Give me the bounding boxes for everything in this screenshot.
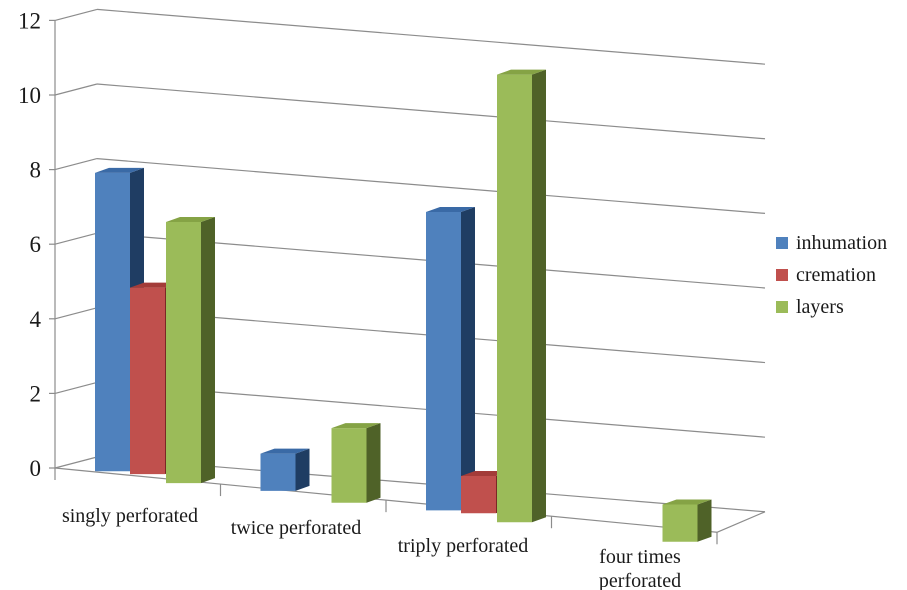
- bar-inhumation-1: [260, 453, 296, 491]
- legend-swatch-inhumation: [776, 237, 788, 249]
- side-gridline: [54, 381, 98, 394]
- y-tick-label: 0: [30, 456, 42, 481]
- bar-top-layers-2: [497, 69, 546, 75]
- bar-top-inhumation-1: [260, 448, 310, 454]
- bar-top-inhumation-2: [426, 207, 475, 212]
- bar-side-layers-0: [201, 217, 215, 484]
- side-gridline: [54, 456, 98, 469]
- bar-layers-0: [166, 222, 201, 484]
- bar-layers-2: [497, 74, 532, 523]
- bar-side-inhumation-1: [295, 448, 310, 491]
- y-tick-label: 12: [18, 8, 41, 33]
- side-gridline: [54, 83, 98, 96]
- legend-swatch-layers: [776, 301, 788, 313]
- gridline: [96, 8, 766, 65]
- legend-label-cremation: cremation: [796, 264, 876, 286]
- gridline: [96, 83, 766, 140]
- x-category-label: four times: [599, 546, 681, 568]
- bar-inhumation-0: [95, 172, 130, 472]
- bar-top-layers-3: [662, 499, 712, 505]
- legend-label-layers: layers: [796, 296, 844, 318]
- bar-cremation-2: [461, 476, 496, 514]
- side-gridline: [54, 8, 98, 21]
- side-gridline: [54, 232, 98, 245]
- bar-layers-1: [331, 428, 367, 503]
- x-category-label: twice perforated: [231, 517, 361, 539]
- bar-top-layers-1: [331, 423, 381, 429]
- bar-top-layers-0: [166, 217, 215, 222]
- y-tick-label: 10: [18, 83, 41, 108]
- x-category-label: perforated: [599, 570, 681, 590]
- floor-edge: [716, 511, 766, 533]
- y-tick-label: 2: [30, 381, 42, 406]
- bar-side-layers-1: [366, 423, 381, 503]
- bar-layers-3: [662, 504, 698, 542]
- bar-cremation-0: [130, 287, 165, 475]
- y-tick-label: 8: [30, 158, 42, 183]
- legend-label-inhumation: inhumation: [796, 232, 887, 254]
- bar-inhumation-2: [426, 212, 461, 511]
- x-category-label: triply perforated: [398, 535, 529, 557]
- y-tick-label: 6: [30, 232, 42, 257]
- bar-top-inhumation-0: [95, 167, 144, 173]
- bar-side-layers-2: [532, 69, 546, 523]
- bar-side-inhumation-2: [461, 207, 475, 511]
- side-gridline: [54, 307, 98, 320]
- legend-swatch-cremation: [776, 269, 788, 281]
- gridline: [96, 158, 766, 214]
- y-tick-label: 4: [30, 307, 42, 332]
- side-gridline: [54, 158, 98, 171]
- bar-side-layers-3: [697, 499, 712, 542]
- x-category-label: singly perforated: [62, 505, 198, 527]
